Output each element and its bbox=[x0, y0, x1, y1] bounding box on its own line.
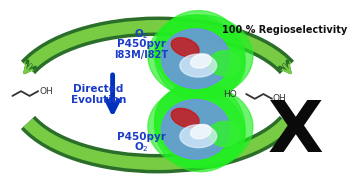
Ellipse shape bbox=[155, 11, 245, 101]
Ellipse shape bbox=[171, 38, 199, 57]
Ellipse shape bbox=[148, 15, 253, 97]
Ellipse shape bbox=[161, 100, 230, 159]
Text: O$_2$: O$_2$ bbox=[134, 141, 149, 154]
Ellipse shape bbox=[155, 81, 245, 172]
Text: I83M/I82T: I83M/I82T bbox=[114, 50, 168, 60]
Text: Evolution: Evolution bbox=[71, 95, 126, 105]
Text: O$_2$: O$_2$ bbox=[134, 27, 149, 41]
Text: P450pyr: P450pyr bbox=[117, 39, 166, 49]
Text: OH: OH bbox=[39, 87, 53, 96]
Ellipse shape bbox=[209, 121, 240, 146]
Ellipse shape bbox=[155, 86, 245, 168]
Ellipse shape bbox=[148, 86, 253, 168]
Ellipse shape bbox=[180, 54, 217, 77]
Text: Directed: Directed bbox=[73, 84, 124, 94]
Text: HO: HO bbox=[223, 90, 237, 98]
Ellipse shape bbox=[191, 54, 211, 68]
Ellipse shape bbox=[171, 108, 199, 127]
Text: OH: OH bbox=[273, 94, 287, 103]
Ellipse shape bbox=[155, 15, 245, 98]
Text: X: X bbox=[268, 98, 324, 167]
Text: 100 % Regioselectivity: 100 % Regioselectivity bbox=[222, 25, 347, 35]
Ellipse shape bbox=[191, 124, 211, 139]
Ellipse shape bbox=[180, 125, 217, 148]
Text: P450pyr: P450pyr bbox=[117, 132, 166, 142]
Ellipse shape bbox=[209, 51, 240, 76]
Ellipse shape bbox=[161, 29, 230, 88]
